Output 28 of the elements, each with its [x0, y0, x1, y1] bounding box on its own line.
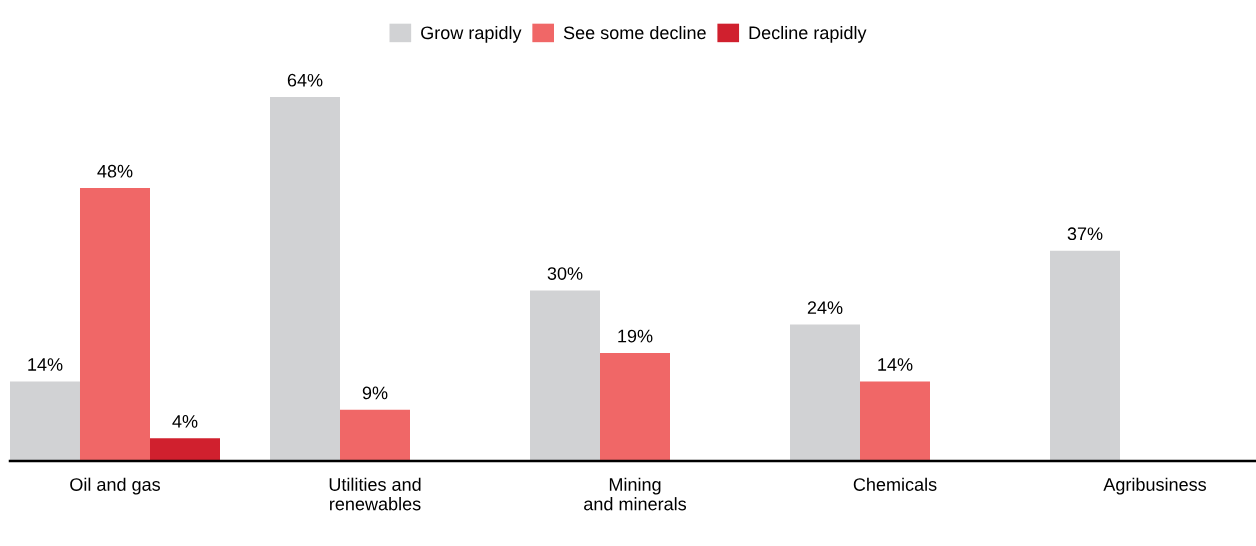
- data-label: 24%: [807, 301, 843, 314]
- bar: [790, 324, 860, 461]
- x-tick-label: Chemicals: [853, 477, 937, 491]
- data-label: 37%: [1067, 227, 1103, 241]
- legend-label: Grow rapidly: [421, 25, 522, 43]
- data-label: 14%: [28, 358, 63, 371]
- data-label: 19%: [618, 329, 653, 343]
- bar: [80, 188, 150, 461]
- data-label: 30%: [547, 267, 583, 280]
- data-label: 64%: [287, 73, 323, 87]
- data-label: 9%: [362, 386, 388, 400]
- bar: [530, 290, 600, 461]
- bar: [150, 438, 220, 461]
- bar: [340, 409, 410, 461]
- bar: [860, 381, 930, 461]
- x-tick-label: Utilities and renewables: [329, 477, 421, 511]
- data-label: 48%: [97, 164, 133, 178]
- bar: [10, 381, 80, 461]
- legend-label: Decline rapidly: [749, 25, 867, 43]
- legend-label: See some decline: [563, 25, 706, 40]
- data-label: 14%: [878, 358, 913, 371]
- x-tick-label: Oil and gas: [70, 477, 161, 495]
- x-tick-label: Agribusiness: [1103, 477, 1207, 495]
- data-label: 4%: [172, 415, 198, 428]
- bar: [270, 97, 340, 461]
- bar: [600, 352, 670, 461]
- bar: [1050, 250, 1120, 461]
- x-tick-label: Mining and minerals: [584, 477, 687, 511]
